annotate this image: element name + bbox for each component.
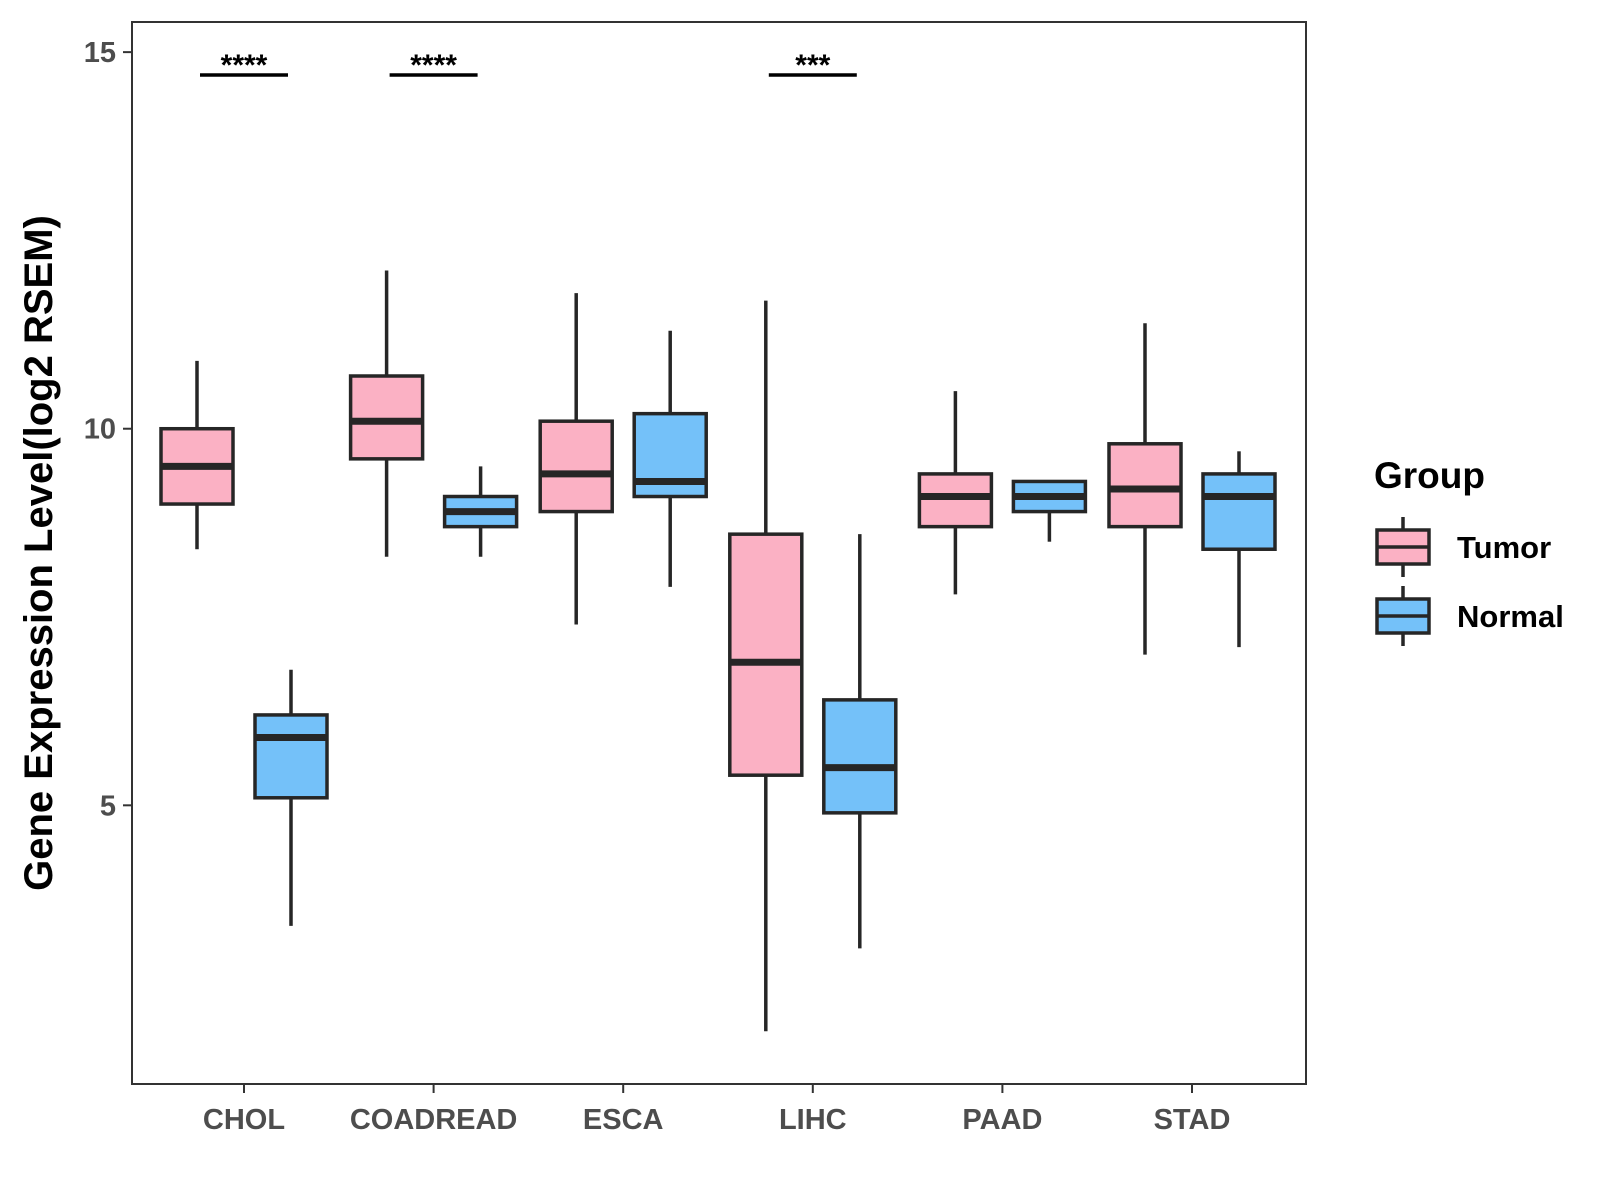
significance-label: *** (795, 49, 830, 82)
box-normal-coadread (442, 466, 519, 557)
x-tick-label-paad: PAAD (962, 1104, 1042, 1136)
box-tumor-paad (917, 391, 994, 595)
box-tumor-esca (538, 293, 614, 625)
x-tick-label-coadread: COADREAD (350, 1104, 518, 1136)
box-iqr (538, 419, 614, 514)
box-normal-stad (1201, 451, 1277, 648)
legend: Group Tumor Normal (1374, 455, 1564, 646)
box-iqr (253, 713, 329, 800)
box-tumor-chol (159, 360, 235, 550)
box-normal-esca (632, 330, 708, 587)
x-tick-label-stad: STAD (1154, 1104, 1231, 1136)
box-iqr (822, 698, 898, 815)
plot-layer: **** **** *** (159, 49, 1277, 1032)
box-normal-chol (253, 669, 329, 926)
box-iqr (348, 374, 425, 461)
legend-entry-normal: Normal (1375, 586, 1564, 646)
box-iqr (1107, 442, 1183, 529)
box-iqr (728, 532, 804, 777)
x-tick-label-chol: CHOL (203, 1104, 285, 1136)
y-tick-label: 15 (84, 37, 116, 69)
box-normal-paad (1011, 479, 1088, 542)
y-tick-label: 10 (84, 414, 116, 446)
box-iqr (917, 472, 994, 529)
plot-panel-border (131, 21, 1307, 1085)
legend-label-tumor: Tumor (1457, 530, 1551, 565)
box-tumor-coadread (348, 270, 425, 557)
x-tick-label-esca: ESCA (583, 1104, 664, 1136)
significance-label: **** (410, 49, 457, 82)
x-tick-label-lihc: LIHC (779, 1104, 847, 1136)
box-tumor-stad (1107, 323, 1183, 655)
y-tick-label: 5 (100, 790, 116, 822)
legend-entry-tumor: Tumor (1375, 517, 1551, 577)
significance-label: **** (221, 49, 268, 82)
box-iqr (1201, 472, 1277, 551)
legend-label-normal: Normal (1457, 599, 1564, 634)
box-tumor-lihc (728, 300, 804, 1032)
y-axis-title: Gene Expression Level(log2 RSEM) (17, 215, 61, 891)
box-normal-lihc (822, 534, 898, 949)
legend-title: Group (1374, 455, 1485, 496)
